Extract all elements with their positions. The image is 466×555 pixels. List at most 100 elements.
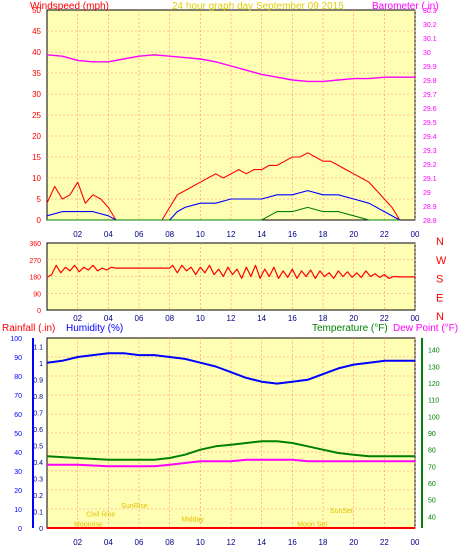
x-tick-label: 20 xyxy=(349,538,358,547)
barometer-tick-label: 28.9 xyxy=(423,204,437,211)
annotation-label: Moon Set xyxy=(297,521,327,528)
x-tick-label: 10 xyxy=(196,538,205,547)
wind-direction-line-0 xyxy=(46,264,415,279)
x-tick-label: 04 xyxy=(104,314,113,323)
series-line-2 xyxy=(47,458,415,468)
humidity-temp-grid xyxy=(47,338,416,528)
barometer-tick-label: 29.4 xyxy=(423,134,437,141)
x-tick-label: 18 xyxy=(319,314,328,323)
temperature-tick-label: 100 xyxy=(428,414,440,421)
x-tick-label: 04 xyxy=(104,538,113,547)
x-tick-label: 12 xyxy=(227,314,236,323)
series-line-1 xyxy=(46,440,415,461)
temperature-tick-label: 140 xyxy=(428,348,440,355)
x-tick-label: 00 xyxy=(411,314,420,323)
windspeed-tick-label: 40 xyxy=(32,48,41,57)
barometer-tick-label: 29.9 xyxy=(423,64,437,71)
annotation-label: Midday xyxy=(181,516,204,523)
humidity-temp-ticks: 10090807060504030201001.110.90.80.70.60.… xyxy=(10,336,439,547)
humidity-tick-label: 30 xyxy=(14,469,22,476)
compass-label: E xyxy=(436,292,443,304)
windspeed-tick-label: 45 xyxy=(32,27,41,36)
barometer-tick-label: 29.1 xyxy=(423,176,437,183)
dewpoint-axis-label: Dew Point (°F) xyxy=(393,323,458,334)
wind-panel-ticks: 5045403530252015105030.330.230.13029.929… xyxy=(32,6,437,239)
temperature-tick-label: 40 xyxy=(428,514,436,521)
compass-label: W xyxy=(436,255,447,267)
compass-label: N xyxy=(436,236,444,248)
barometer-tick-label: 30.2 xyxy=(423,22,437,29)
compass-label: S xyxy=(436,274,443,286)
series-line-0 xyxy=(46,352,415,385)
annotation-label: Civil Rise xyxy=(86,511,115,518)
rainfall-axis-label: Rainfall (.in) xyxy=(2,323,55,334)
windspeed-tick-label: 5 xyxy=(37,195,42,204)
rainfall-tick-label: 0.2 xyxy=(33,493,43,500)
x-tick-label: 00 xyxy=(411,230,420,239)
x-tick-label: 18 xyxy=(319,230,328,239)
rainfall-tick-label: 0.4 xyxy=(33,460,43,467)
windspeed-tick-label: 30 xyxy=(32,90,41,99)
temperature-axis-label: Temperature (°F) xyxy=(312,323,388,334)
x-tick-label: 18 xyxy=(319,538,328,547)
x-tick-label: 02 xyxy=(73,314,82,323)
x-tick-label: 06 xyxy=(135,314,144,323)
barometer-tick-label: 29.6 xyxy=(423,106,437,113)
x-tick-label: 04 xyxy=(104,230,113,239)
temperature-tick-label: 120 xyxy=(428,381,440,388)
x-tick-label: 10 xyxy=(196,230,205,239)
x-tick-label: 16 xyxy=(288,538,297,547)
temperature-tick-label: 110 xyxy=(428,398,439,405)
windspeed-tick-label: 10 xyxy=(32,174,41,183)
windspeed-tick-label: 15 xyxy=(32,153,41,162)
x-tick-label: 08 xyxy=(165,314,174,323)
barometer-tick-label: 29.5 xyxy=(423,120,437,127)
rainfall-tick-label: 0.8 xyxy=(33,394,43,401)
series-line-1 xyxy=(46,152,401,221)
barometer-tick-label: 30.1 xyxy=(423,36,437,43)
x-tick-label: 10 xyxy=(196,314,205,323)
sun-moon-annotations: Moonrise Civil Rise SunRise Midday Moon SetS… xyxy=(74,503,353,528)
x-tick-label: 00 xyxy=(411,538,420,547)
temperature-tick-label: 80 xyxy=(428,448,436,455)
graph-title: 24 hour graph day September 09 2015 xyxy=(172,1,344,12)
rainfall-tick-label: 0.3 xyxy=(33,476,43,483)
x-tick-label: 06 xyxy=(135,230,144,239)
windspeed-tick-label: 20 xyxy=(32,132,41,141)
windspeed-tick-label: 25 xyxy=(32,111,41,120)
x-tick-label: 12 xyxy=(227,230,236,239)
annotation-label: SunSet xyxy=(330,508,353,515)
x-tick-label: 14 xyxy=(257,538,266,547)
humidity-tick-label: 40 xyxy=(14,450,22,457)
direction-tick-label: 0 xyxy=(37,308,41,315)
rainfall-tick-label: 1.1 xyxy=(33,344,43,351)
rainfall-tick-label: 0.7 xyxy=(33,410,43,417)
direction-tick-label: 360 xyxy=(29,241,41,248)
x-tick-label: 08 xyxy=(165,538,174,547)
direction-tick-label: 270 xyxy=(29,258,41,265)
humidity-tick-label: 70 xyxy=(14,393,22,400)
direction-tick-label: 90 xyxy=(33,291,41,298)
rainfall-tick-label: 1 xyxy=(39,361,43,368)
series-line-3 xyxy=(47,206,400,221)
humidity-tick-label: 60 xyxy=(14,412,22,419)
humidity-tick-label: 80 xyxy=(14,374,22,381)
wind-panel-series xyxy=(46,54,415,221)
barometer-tick-label: 29 xyxy=(423,190,431,197)
barometer-tick-label: 29.8 xyxy=(423,78,437,85)
x-tick-label: 06 xyxy=(135,538,144,547)
temperature-tick-label: 60 xyxy=(428,481,436,488)
barometer-tick-label: 29.2 xyxy=(423,162,437,169)
barometer-tick-label: 30 xyxy=(423,50,431,57)
x-tick-label: 14 xyxy=(257,230,266,239)
x-tick-label: 22 xyxy=(380,230,389,239)
annotation-label: SunRise xyxy=(121,503,148,510)
barometer-tick-label: 29.3 xyxy=(423,148,437,155)
x-tick-label: 20 xyxy=(349,314,358,323)
rainfall-tick-label: 0.6 xyxy=(33,427,43,434)
x-tick-label: 08 xyxy=(165,230,174,239)
rainfall-tick-label: 0.1 xyxy=(33,509,43,516)
barometer-tick-label: 30.3 xyxy=(423,8,437,15)
x-tick-label: 20 xyxy=(349,230,358,239)
series-line-0 xyxy=(46,54,415,83)
